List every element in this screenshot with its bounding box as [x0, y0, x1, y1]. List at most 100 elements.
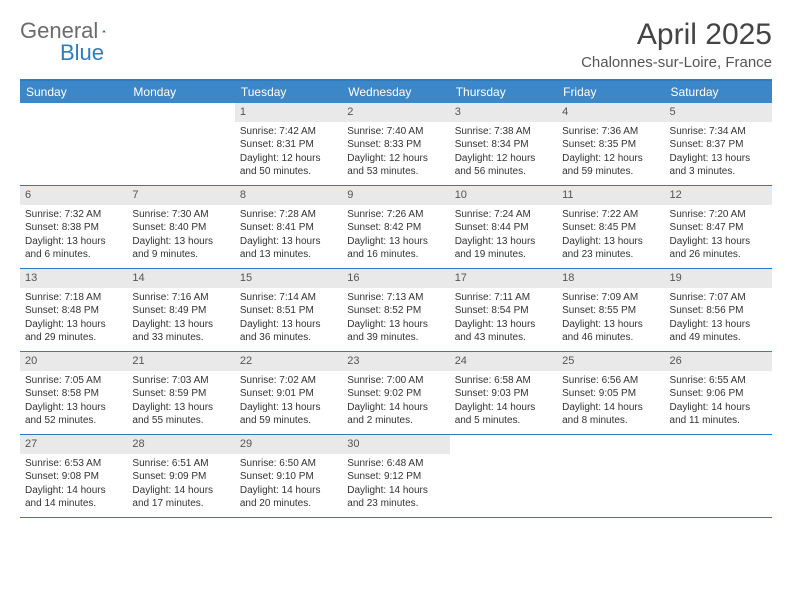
day-number: 7 — [127, 186, 234, 205]
daylight-line: Daylight: 14 hours and 5 minutes. — [455, 401, 552, 428]
daylight-line: Daylight: 14 hours and 20 minutes. — [240, 484, 337, 511]
sunrise-line: Sunrise: 7:11 AM — [455, 291, 552, 305]
sunset-line: Sunset: 8:54 PM — [455, 304, 552, 318]
calendar-week-row: 20Sunrise: 7:05 AMSunset: 8:58 PMDayligh… — [20, 352, 772, 435]
calendar-day-cell: 11Sunrise: 7:22 AMSunset: 8:45 PMDayligh… — [557, 186, 664, 268]
calendar-day-cell: 19Sunrise: 7:07 AMSunset: 8:56 PMDayligh… — [665, 269, 772, 351]
day-details: Sunrise: 7:14 AMSunset: 8:51 PMDaylight:… — [235, 288, 342, 350]
day-number: 17 — [450, 269, 557, 288]
day-number: 25 — [557, 352, 664, 371]
sunset-line: Sunset: 9:03 PM — [455, 387, 552, 401]
calendar-day-cell — [665, 435, 772, 517]
sunset-line: Sunset: 9:08 PM — [25, 470, 122, 484]
sunset-line: Sunset: 8:44 PM — [455, 221, 552, 235]
calendar-day-cell: 16Sunrise: 7:13 AMSunset: 8:52 PMDayligh… — [342, 269, 449, 351]
day-number: 12 — [665, 186, 772, 205]
sunrise-line: Sunrise: 6:56 AM — [562, 374, 659, 388]
sunset-line: Sunset: 8:40 PM — [132, 221, 229, 235]
day-number: 23 — [342, 352, 449, 371]
sunset-line: Sunset: 9:12 PM — [347, 470, 444, 484]
day-details: Sunrise: 6:51 AMSunset: 9:09 PMDaylight:… — [127, 454, 234, 516]
day-details: Sunrise: 7:36 AMSunset: 8:35 PMDaylight:… — [557, 122, 664, 184]
month-title: April 2025 — [581, 18, 772, 52]
sunrise-line: Sunrise: 7:42 AM — [240, 125, 337, 139]
sunset-line: Sunset: 8:45 PM — [562, 221, 659, 235]
daylight-line: Daylight: 13 hours and 23 minutes. — [562, 235, 659, 262]
day-number: 16 — [342, 269, 449, 288]
sunset-line: Sunset: 9:10 PM — [240, 470, 337, 484]
daylight-line: Daylight: 12 hours and 59 minutes. — [562, 152, 659, 179]
daylight-line: Daylight: 13 hours and 16 minutes. — [347, 235, 444, 262]
sunset-line: Sunset: 8:52 PM — [347, 304, 444, 318]
sunrise-line: Sunrise: 7:30 AM — [132, 208, 229, 222]
calendar-day-cell — [127, 103, 234, 185]
weekday-header: Thursday — [450, 81, 557, 103]
sunrise-line: Sunrise: 6:48 AM — [347, 457, 444, 471]
day-details: Sunrise: 7:20 AMSunset: 8:47 PMDaylight:… — [665, 205, 772, 267]
sunset-line: Sunset: 8:31 PM — [240, 138, 337, 152]
daylight-line: Daylight: 12 hours and 53 minutes. — [347, 152, 444, 179]
calendar-day-cell: 17Sunrise: 7:11 AMSunset: 8:54 PMDayligh… — [450, 269, 557, 351]
day-number: 30 — [342, 435, 449, 454]
day-details: Sunrise: 7:28 AMSunset: 8:41 PMDaylight:… — [235, 205, 342, 267]
day-details: Sunrise: 7:09 AMSunset: 8:55 PMDaylight:… — [557, 288, 664, 350]
day-number: 28 — [127, 435, 234, 454]
sunrise-line: Sunrise: 7:05 AM — [25, 374, 122, 388]
calendar-day-cell: 4Sunrise: 7:36 AMSunset: 8:35 PMDaylight… — [557, 103, 664, 185]
daylight-line: Daylight: 13 hours and 26 minutes. — [670, 235, 767, 262]
day-details: Sunrise: 7:32 AMSunset: 8:38 PMDaylight:… — [20, 205, 127, 267]
sunset-line: Sunset: 8:35 PM — [562, 138, 659, 152]
calendar-day-cell: 5Sunrise: 7:34 AMSunset: 8:37 PMDaylight… — [665, 103, 772, 185]
sunrise-line: Sunrise: 7:34 AM — [670, 125, 767, 139]
sunset-line: Sunset: 8:59 PM — [132, 387, 229, 401]
calendar-day-cell: 25Sunrise: 6:56 AMSunset: 9:05 PMDayligh… — [557, 352, 664, 434]
day-details: Sunrise: 7:42 AMSunset: 8:31 PMDaylight:… — [235, 122, 342, 184]
sunrise-line: Sunrise: 7:32 AM — [25, 208, 122, 222]
calendar-day-cell: 3Sunrise: 7:38 AMSunset: 8:34 PMDaylight… — [450, 103, 557, 185]
day-details: Sunrise: 6:48 AMSunset: 9:12 PMDaylight:… — [342, 454, 449, 516]
sunset-line: Sunset: 8:58 PM — [25, 387, 122, 401]
daylight-line: Daylight: 13 hours and 36 minutes. — [240, 318, 337, 345]
calendar-day-cell: 18Sunrise: 7:09 AMSunset: 8:55 PMDayligh… — [557, 269, 664, 351]
calendar-week-row: 6Sunrise: 7:32 AMSunset: 8:38 PMDaylight… — [20, 186, 772, 269]
day-number: 6 — [20, 186, 127, 205]
calendar-day-cell: 22Sunrise: 7:02 AMSunset: 9:01 PMDayligh… — [235, 352, 342, 434]
day-number: 19 — [665, 269, 772, 288]
sunrise-line: Sunrise: 7:24 AM — [455, 208, 552, 222]
sunrise-line: Sunrise: 6:51 AM — [132, 457, 229, 471]
sunset-line: Sunset: 8:47 PM — [670, 221, 767, 235]
day-number: 14 — [127, 269, 234, 288]
calendar-day-cell — [20, 103, 127, 185]
weekday-header: Monday — [127, 81, 234, 103]
location-label: Chalonnes-sur-Loire, France — [581, 54, 772, 71]
weekday-header: Saturday — [665, 81, 772, 103]
calendar-day-cell: 13Sunrise: 7:18 AMSunset: 8:48 PMDayligh… — [20, 269, 127, 351]
day-number: 8 — [235, 186, 342, 205]
daylight-line: Daylight: 14 hours and 23 minutes. — [347, 484, 444, 511]
day-number: 13 — [20, 269, 127, 288]
sunrise-line: Sunrise: 7:07 AM — [670, 291, 767, 305]
calendar-day-cell: 10Sunrise: 7:24 AMSunset: 8:44 PMDayligh… — [450, 186, 557, 268]
calendar: SundayMondayTuesdayWednesdayThursdayFrid… — [20, 79, 772, 518]
day-number: 22 — [235, 352, 342, 371]
day-number: 9 — [342, 186, 449, 205]
day-details: Sunrise: 7:16 AMSunset: 8:49 PMDaylight:… — [127, 288, 234, 350]
day-details: Sunrise: 6:55 AMSunset: 9:06 PMDaylight:… — [665, 371, 772, 433]
day-details: Sunrise: 7:18 AMSunset: 8:48 PMDaylight:… — [20, 288, 127, 350]
day-details: Sunrise: 7:11 AMSunset: 8:54 PMDaylight:… — [450, 288, 557, 350]
calendar-day-cell: 27Sunrise: 6:53 AMSunset: 9:08 PMDayligh… — [20, 435, 127, 517]
day-details: Sunrise: 7:03 AMSunset: 8:59 PMDaylight:… — [127, 371, 234, 433]
sunset-line: Sunset: 8:41 PM — [240, 221, 337, 235]
sunrise-line: Sunrise: 7:26 AM — [347, 208, 444, 222]
sunrise-line: Sunrise: 7:03 AM — [132, 374, 229, 388]
calendar-week-row: 1Sunrise: 7:42 AMSunset: 8:31 PMDaylight… — [20, 103, 772, 186]
sunset-line: Sunset: 8:38 PM — [25, 221, 122, 235]
sunset-line: Sunset: 8:33 PM — [347, 138, 444, 152]
sunset-line: Sunset: 8:49 PM — [132, 304, 229, 318]
calendar-day-cell: 15Sunrise: 7:14 AMSunset: 8:51 PMDayligh… — [235, 269, 342, 351]
daylight-line: Daylight: 12 hours and 56 minutes. — [455, 152, 552, 179]
day-details: Sunrise: 7:38 AMSunset: 8:34 PMDaylight:… — [450, 122, 557, 184]
sunset-line: Sunset: 9:06 PM — [670, 387, 767, 401]
daylight-line: Daylight: 14 hours and 11 minutes. — [670, 401, 767, 428]
daylight-line: Daylight: 13 hours and 29 minutes. — [25, 318, 122, 345]
